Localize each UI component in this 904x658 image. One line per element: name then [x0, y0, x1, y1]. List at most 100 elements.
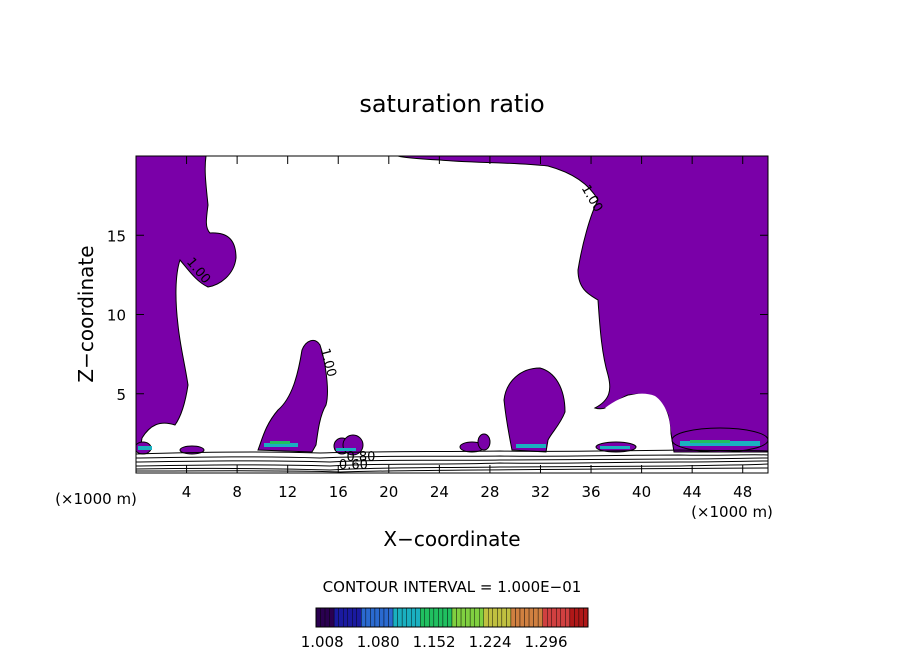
colorbar-swatch: [338, 607, 344, 628]
high-saturation-bands: [138, 440, 760, 451]
colorbar-swatch: [352, 607, 357, 628]
x-tick-label: 48: [733, 483, 752, 501]
colorbar-tick-label: 1.152: [413, 633, 456, 651]
contour-interval-label: CONTOUR INTERVAL = 1.000E−01: [323, 578, 582, 596]
colorbar-swatch: [574, 607, 580, 628]
colorbar-swatch: [556, 607, 561, 628]
x-tick-label: 8: [232, 483, 242, 501]
colorbar-swatch: [361, 607, 367, 628]
colorbar-swatch: [560, 607, 566, 628]
colorbar-swatch: [547, 607, 552, 628]
x-tick-label: 20: [379, 483, 398, 501]
x-tick-label: 32: [531, 483, 550, 501]
unsaturated-pocket: [605, 393, 671, 452]
colorbar-tick-label: 1.224: [469, 633, 512, 651]
y-tick-label: 5: [116, 386, 126, 404]
colorbar-frame: [315, 607, 589, 628]
colorbar-swatch: [383, 607, 389, 628]
colorbar-swatch: [497, 607, 503, 628]
colorbar-swatch: [333, 607, 339, 628]
colorbar-swatch: [429, 607, 435, 628]
colorbar-swatch: [533, 607, 539, 628]
colorbar-swatch: [424, 607, 430, 628]
saturated-region-left: [136, 156, 237, 453]
colorbar-swatch: [551, 607, 557, 628]
colorbar-swatch: [583, 607, 589, 628]
colorbar-swatch: [515, 607, 521, 628]
colorbar-swatch: [488, 607, 493, 628]
x-tick-label: 12: [278, 483, 297, 501]
colorbar-swatch: [465, 607, 471, 628]
x-unit-label: (×1000 m): [691, 503, 773, 521]
colorbar-swatch: [329, 607, 335, 628]
colorbar-swatch: [420, 607, 425, 628]
colorbar-tick-label: 1.296: [525, 633, 568, 651]
colorbar-tick-labels: 1.008 1.080 1.152 1.224 1.296: [301, 633, 568, 651]
contour-label: 0.80: [347, 450, 376, 465]
y-axis-label: Z−coordinate: [74, 245, 98, 382]
colorbar-swatch: [315, 607, 321, 628]
x-tick-label: 4: [182, 483, 192, 501]
x-tick-label: 16: [329, 483, 348, 501]
colorbar-swatch: [578, 607, 584, 628]
colorbar-tick-label: 1.008: [301, 633, 344, 651]
z-unit-label: (×1000 m): [55, 490, 137, 508]
x-tick-label: 24: [430, 483, 449, 501]
colorbar-swatch: [356, 607, 362, 628]
chart-title: saturation ratio: [359, 90, 544, 118]
colorbar-swatch: [506, 607, 512, 628]
colorbar-swatch: [438, 607, 444, 628]
colorbar-swatch: [392, 607, 398, 628]
colorbar-swatch: [537, 607, 543, 628]
x-tick-label: 36: [581, 483, 600, 501]
colorbar-swatch: [401, 607, 407, 628]
colorbar-swatch: [447, 607, 453, 628]
saturated-region-30km: [503, 367, 566, 453]
colorbar-swatch: [519, 607, 525, 628]
colorbar-swatch: [565, 607, 571, 628]
colorbar-swatch: [397, 607, 403, 628]
colorbar-swatch: [411, 607, 416, 628]
colorbar-swatch: [510, 607, 516, 628]
x-tick-label: 44: [683, 483, 702, 501]
colorbar-swatch: [492, 607, 498, 628]
saturated-region-12km: [257, 339, 328, 453]
colorbar-swatch: [406, 607, 412, 628]
y-tick-label: 15: [107, 227, 126, 245]
colorbar-swatch: [320, 607, 326, 628]
colorbar-swatch: [324, 607, 330, 628]
contour-label: 1.00: [317, 347, 339, 379]
colorbar-swatch: [388, 607, 394, 628]
colorbar-swatch: [483, 607, 489, 628]
plot-area: [136, 156, 768, 473]
colorbar-swatch: [542, 607, 548, 628]
x-axis-label: X−coordinate: [383, 527, 520, 551]
y-tick-label: 10: [107, 307, 126, 325]
colorbar-swatch: [442, 607, 448, 628]
cell-28km: [477, 433, 491, 451]
colorbar-swatch: [501, 607, 507, 628]
colorbar-swatch: [365, 607, 371, 628]
colorbar-swatch: [460, 607, 466, 628]
x-tick-label: 40: [632, 483, 651, 501]
contour-label: 0.60: [339, 458, 368, 473]
colorbar: [315, 607, 589, 628]
colorbar-tick-label: 1.080: [357, 633, 400, 651]
colorbar-swatch: [347, 607, 353, 628]
colorbar-swatch: [479, 607, 484, 628]
colorbar-swatch: [374, 607, 380, 628]
colorbar-swatch: [343, 607, 348, 628]
x-tick-label: 28: [480, 483, 499, 501]
colorbar-swatch: [379, 607, 385, 628]
colorbar-swatch: [433, 607, 439, 628]
colorbar-swatch: [370, 607, 376, 628]
colorbar-swatch: [474, 607, 480, 628]
colorbar-swatch: [469, 607, 475, 628]
colorbar-swatch: [524, 607, 530, 628]
colorbar-swatch: [415, 607, 421, 628]
colorbar-swatch: [451, 607, 457, 628]
colorbar-swatch: [569, 607, 575, 628]
colorbar-swatch: [456, 607, 462, 628]
